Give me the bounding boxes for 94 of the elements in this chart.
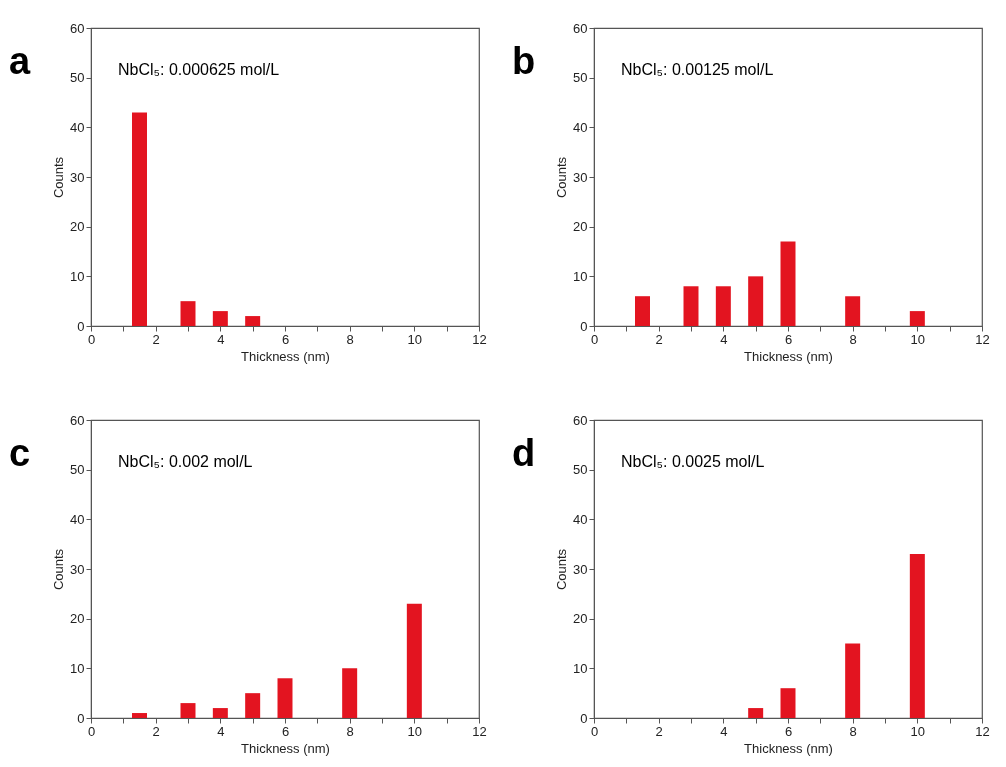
x-tick-label: 2 [655, 723, 663, 739]
x-tick-label: 10 [407, 331, 423, 347]
chart-title: a [9, 40, 31, 82]
bar [180, 703, 196, 718]
y-tick-label: 10 [70, 660, 85, 676]
x-tick-label: 12 [975, 331, 990, 347]
y-axis-title: Counts [51, 156, 67, 199]
bar [845, 296, 861, 326]
y-tick-label: 20 [70, 611, 85, 627]
bar [845, 643, 861, 718]
y-axis-title: Counts [51, 548, 67, 591]
x-tick-label: 6 [784, 723, 793, 739]
bar [245, 316, 261, 326]
y-tick-label: 0 [77, 318, 85, 334]
x-tick-label: 2 [152, 723, 160, 739]
x-tick-label: 12 [472, 723, 487, 739]
chart-title: b [512, 40, 536, 82]
bar [748, 276, 764, 326]
y-tick-label: 60 [70, 20, 85, 36]
y-tick-label: 60 [573, 20, 588, 36]
x-tick-label: 10 [910, 331, 926, 347]
x-tick-label: 0 [590, 723, 599, 739]
y-tick-label: 60 [573, 412, 588, 428]
bar [406, 603, 422, 718]
annotation: NbCl₅: 0.002 mol/L [118, 453, 253, 470]
bar [635, 296, 650, 326]
y-tick-label: 0 [580, 318, 588, 334]
x-tick-label: 4 [720, 723, 728, 739]
x-tick-label: 2 [655, 331, 663, 347]
bar [715, 286, 731, 326]
x-tick-label: 8 [849, 331, 857, 347]
y-tick-label: 30 [573, 169, 588, 185]
y-tick-label: 50 [573, 462, 588, 478]
y-tick-label: 40 [573, 119, 588, 135]
y-tick-label: 20 [573, 219, 588, 235]
y-tick-label: 40 [573, 511, 588, 527]
x-axis-title: Thickness (nm) [241, 740, 330, 756]
x-tick-label: 4 [217, 331, 225, 347]
x-tick-label: 8 [346, 331, 354, 347]
annotation: NbCl₅: 0.0025 mol/L [621, 453, 765, 470]
y-tick-label: 30 [573, 561, 588, 577]
bar [780, 241, 796, 326]
bar [180, 301, 196, 326]
bar [212, 708, 228, 718]
x-axis-title: Thickness (nm) [744, 740, 833, 756]
bar [277, 678, 293, 718]
y-axis-title: Counts [554, 548, 570, 591]
annotation: NbCl₅: 0.000625 mol/L [118, 61, 280, 78]
y-tick-label: 50 [573, 70, 588, 86]
x-tick-label: 6 [281, 723, 290, 739]
annotation: NbCl₅: 0.00125 mol/L [621, 61, 774, 78]
x-tick-label: 2 [152, 331, 160, 347]
y-tick-label: 30 [70, 169, 85, 185]
x-tick-label: 8 [346, 723, 354, 739]
x-tick-label: 10 [407, 723, 423, 739]
x-tick-label: 4 [217, 723, 225, 739]
chart-title: d [512, 432, 536, 474]
x-axis-title: Thickness (nm) [241, 348, 330, 364]
y-axis-title: Counts [554, 156, 570, 199]
bar [748, 708, 764, 718]
x-tick-label: 0 [590, 331, 599, 347]
y-tick-label: 10 [573, 268, 588, 284]
y-tick-label: 60 [70, 412, 85, 428]
bar [683, 286, 699, 326]
y-tick-label: 20 [70, 219, 85, 235]
y-tick-label: 0 [580, 710, 588, 726]
bar [245, 693, 261, 718]
y-tick-label: 40 [70, 511, 85, 527]
y-tick-label: 20 [573, 611, 588, 627]
bar [212, 311, 228, 326]
y-tick-label: 0 [77, 710, 85, 726]
x-tick-label: 0 [87, 723, 96, 739]
bar [132, 112, 147, 326]
x-tick-label: 6 [281, 331, 290, 347]
bar [909, 311, 925, 326]
x-tick-label: 6 [784, 331, 793, 347]
x-tick-label: 12 [975, 723, 990, 739]
y-tick-label: 50 [70, 70, 85, 86]
x-tick-label: 0 [87, 331, 96, 347]
y-tick-label: 50 [70, 462, 85, 478]
bar [342, 668, 358, 718]
bar [132, 713, 147, 718]
bar [909, 554, 925, 718]
x-tick-label: 4 [720, 331, 728, 347]
y-tick-label: 40 [70, 119, 85, 135]
y-tick-label: 10 [573, 660, 588, 676]
y-tick-label: 30 [70, 561, 85, 577]
bar [780, 688, 796, 718]
x-tick-label: 10 [910, 723, 926, 739]
chart-title: c [9, 432, 31, 474]
x-axis-title: Thickness (nm) [744, 348, 833, 364]
y-tick-label: 10 [70, 268, 85, 284]
x-tick-label: 12 [472, 331, 487, 347]
x-tick-label: 8 [849, 723, 857, 739]
